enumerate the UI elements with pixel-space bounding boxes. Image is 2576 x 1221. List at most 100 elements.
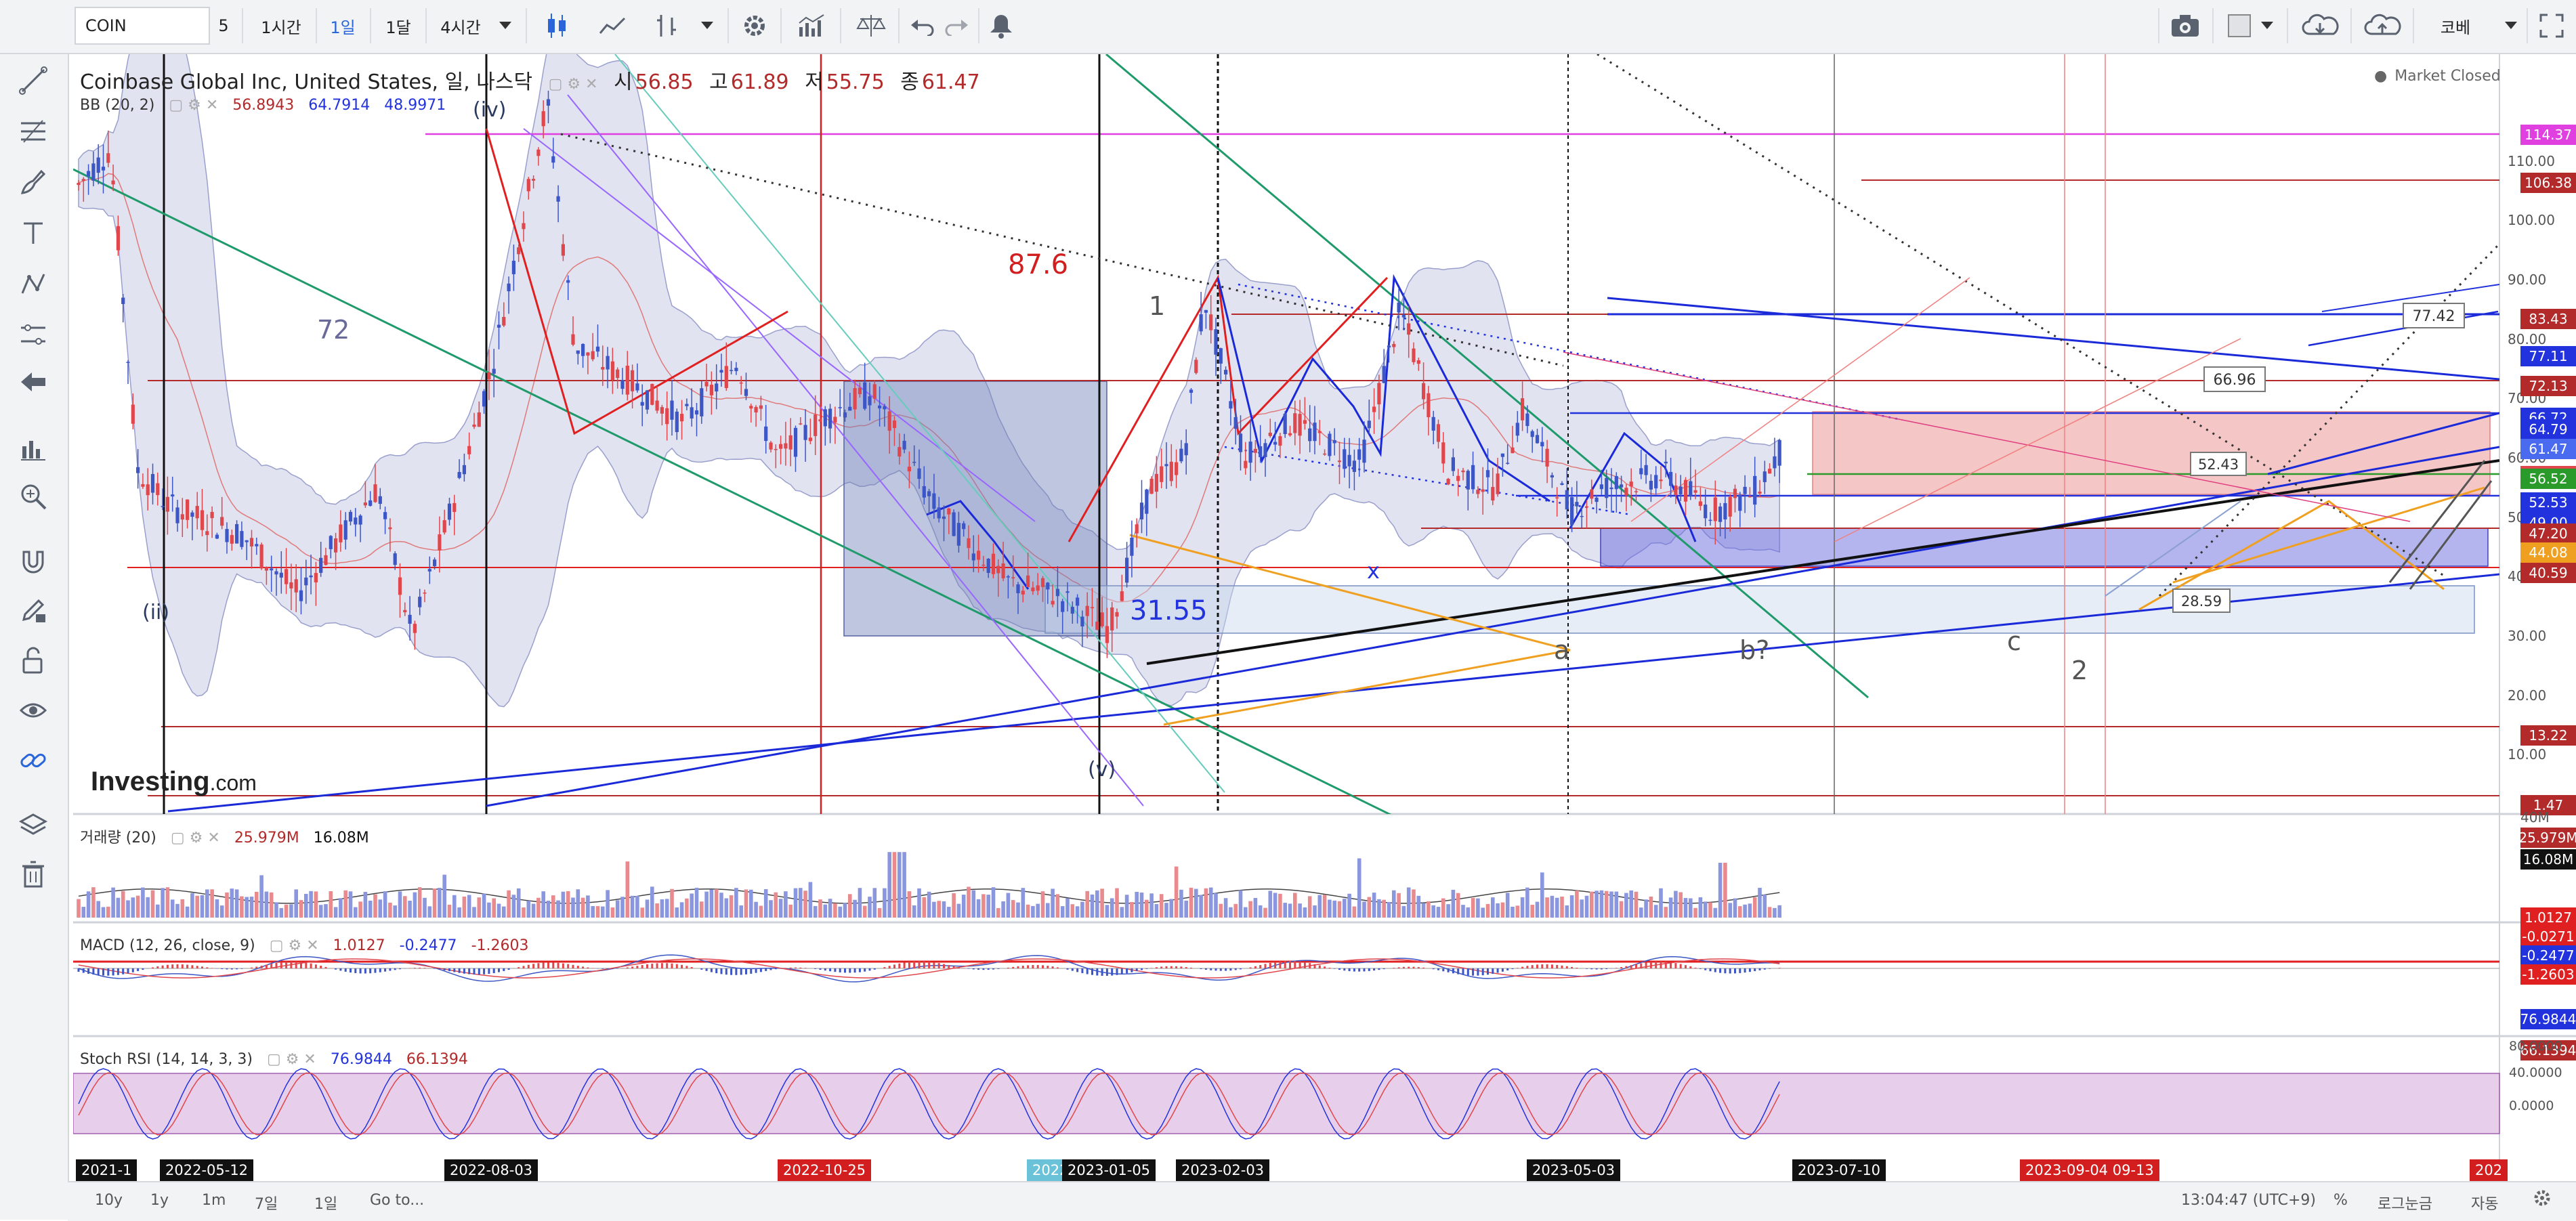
volume-bar bbox=[1422, 903, 1426, 918]
volume-bar bbox=[413, 893, 417, 918]
volume-bar bbox=[1748, 903, 1752, 918]
indicator-icon[interactable] bbox=[14, 428, 53, 467]
trendline-icon[interactable] bbox=[14, 61, 53, 100]
zone-box-light[interactable] bbox=[1045, 586, 2474, 633]
timeframe-dropdown-icon[interactable] bbox=[492, 7, 519, 45]
volume-bar bbox=[838, 907, 842, 918]
price-axis-tick: 20.00 bbox=[2508, 687, 2546, 704]
trash-icon[interactable] bbox=[14, 855, 53, 894]
auto-scale-toggle[interactable]: 자동 bbox=[2471, 1192, 2498, 1214]
range-1d-button[interactable]: 1일 bbox=[314, 1192, 337, 1214]
zone-box-red[interactable] bbox=[1813, 412, 2490, 494]
log-scale-toggle[interactable]: 로그눈금 bbox=[2378, 1192, 2432, 1214]
candle-body bbox=[967, 538, 970, 548]
price-axis[interactable]: 10.0020.0030.0040.0050.0060.0070.0080.00… bbox=[2499, 54, 2576, 1181]
zoom-icon[interactable] bbox=[14, 477, 53, 516]
pattern-icon[interactable] bbox=[14, 264, 53, 303]
macd-hist-bar bbox=[1156, 967, 1158, 968]
brush-icon[interactable] bbox=[14, 163, 53, 202]
timeframe-1m-button[interactable]: 1달 bbox=[378, 7, 419, 45]
volume-bar bbox=[704, 892, 709, 918]
macd-hist-bar bbox=[1235, 968, 1237, 970]
back-arrow-icon[interactable] bbox=[14, 362, 53, 402]
range-1m-button[interactable]: 1m bbox=[202, 1192, 226, 1209]
timeframe-1d-button[interactable]: 1일 bbox=[322, 7, 363, 45]
fibonacci-icon[interactable] bbox=[14, 112, 53, 151]
timeframe-4h-button[interactable]: 4시간 bbox=[434, 7, 488, 45]
volume-bar bbox=[1179, 890, 1183, 918]
macd-hist-bar bbox=[1304, 962, 1306, 968]
volume-bar bbox=[304, 894, 308, 918]
volume-bar bbox=[1164, 903, 1168, 918]
range-7d-button[interactable]: 7일 bbox=[255, 1192, 278, 1214]
volume-bar bbox=[225, 893, 229, 918]
symbol-search-input[interactable]: COIN bbox=[75, 7, 210, 45]
unlock-icon[interactable] bbox=[14, 641, 53, 680]
volume-bar bbox=[1659, 888, 1663, 918]
annotation-iv: (iv) bbox=[473, 98, 507, 122]
macd-hist-bar bbox=[948, 965, 950, 968]
candlestick-type-icon[interactable] bbox=[538, 7, 576, 45]
macd-hist-bar bbox=[167, 965, 169, 968]
chart-type-dropdown-icon[interactable] bbox=[694, 7, 721, 45]
volume-bar bbox=[566, 891, 570, 918]
macd-hist-bar bbox=[1442, 968, 1444, 971]
redo-icon[interactable] bbox=[940, 7, 974, 45]
volume-bar bbox=[1456, 893, 1460, 918]
candle-body bbox=[1481, 490, 1485, 492]
alert-icon[interactable] bbox=[982, 7, 1020, 45]
candle-body bbox=[274, 572, 278, 575]
candle-body bbox=[705, 382, 709, 387]
chart-canvas[interactable]: 72 87.6 31.55 1 a b? c 2 (iv) (ii) (v) x… bbox=[73, 54, 2576, 1181]
macd-hist-bar bbox=[444, 968, 446, 970]
volume-bar bbox=[467, 895, 471, 918]
volume-bar bbox=[902, 852, 906, 918]
candle-body bbox=[1368, 421, 1371, 428]
candle-body bbox=[334, 538, 337, 553]
zone-box-purple[interactable] bbox=[1601, 528, 2488, 566]
candle-body bbox=[522, 223, 525, 230]
volume-bar bbox=[1689, 898, 1693, 918]
color-picker-icon[interactable] bbox=[2224, 7, 2254, 45]
macd-hist-bar bbox=[528, 965, 530, 968]
market-dropdown-icon[interactable] bbox=[2499, 7, 2522, 45]
interval-input[interactable]: 5 bbox=[210, 7, 237, 45]
indicators-icon[interactable] bbox=[791, 7, 832, 45]
range-10y-button[interactable]: 10y bbox=[95, 1192, 123, 1209]
goto-button[interactable]: Go to... bbox=[370, 1192, 424, 1209]
candle-body bbox=[1773, 456, 1776, 469]
undo-icon[interactable] bbox=[905, 7, 939, 45]
volume-bar bbox=[1773, 908, 1777, 918]
measure-icon[interactable] bbox=[14, 315, 53, 354]
cloud-load-icon[interactable] bbox=[2296, 7, 2344, 45]
range-1y-button[interactable]: 1y bbox=[150, 1192, 169, 1209]
fullscreen-icon[interactable] bbox=[2535, 7, 2569, 45]
annotation-31-55: 31.55 bbox=[1130, 595, 1208, 626]
lock-pencil-icon[interactable] bbox=[14, 591, 53, 630]
camera-icon[interactable] bbox=[2165, 7, 2205, 45]
text-tool-icon[interactable] bbox=[14, 213, 53, 253]
timeframe-1h-button[interactable]: 1시간 bbox=[251, 7, 312, 45]
volume-bar bbox=[1728, 903, 1732, 918]
bar-chart-icon[interactable] bbox=[648, 7, 685, 45]
volume-bar bbox=[620, 897, 625, 918]
color-dropdown-icon[interactable] bbox=[2256, 7, 2279, 45]
line-chart-icon[interactable] bbox=[593, 7, 631, 45]
settings-gear-icon[interactable] bbox=[2533, 1189, 2551, 1211]
magnet-icon[interactable] bbox=[14, 542, 53, 581]
compare-scale-icon[interactable] bbox=[851, 7, 891, 45]
link-icon[interactable] bbox=[14, 741, 53, 780]
gear-icon[interactable] bbox=[734, 7, 775, 45]
cloud-save-icon[interactable] bbox=[2359, 7, 2406, 45]
percent-toggle[interactable]: % bbox=[2334, 1192, 2348, 1209]
layers-icon[interactable] bbox=[14, 806, 53, 845]
volume-bar bbox=[527, 901, 531, 918]
candle-body bbox=[809, 437, 812, 441]
volume-bar bbox=[1065, 898, 1070, 918]
macd-hist-bar bbox=[666, 963, 668, 968]
macd-hist-bar bbox=[740, 968, 742, 974]
macd-hist-bar bbox=[518, 967, 520, 968]
eye-icon[interactable] bbox=[14, 691, 53, 730]
candle-body bbox=[175, 507, 179, 523]
market-select[interactable]: 코베 bbox=[2418, 7, 2493, 45]
